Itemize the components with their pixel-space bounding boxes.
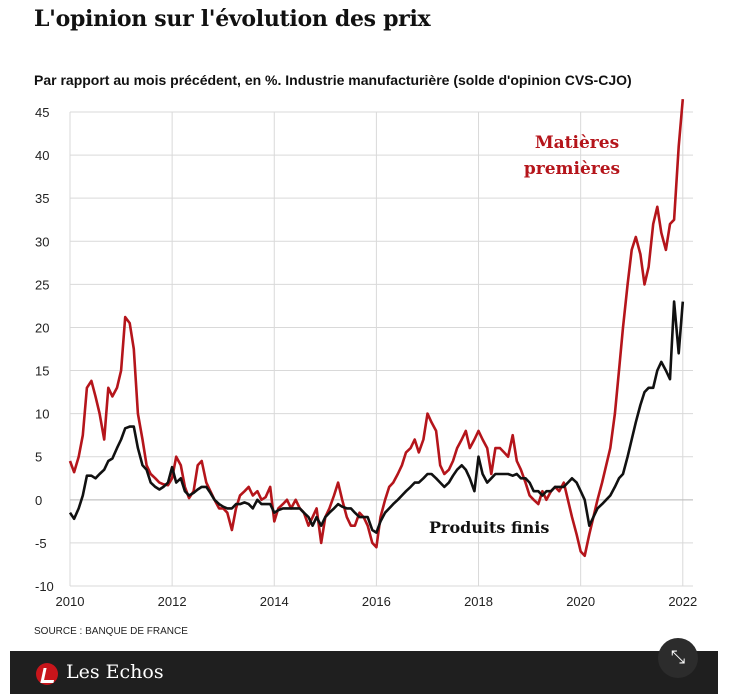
series-labels: Matières premières Produits finis xyxy=(429,133,620,537)
y-tick-label: 20 xyxy=(35,320,49,335)
y-tick-label: 15 xyxy=(35,364,49,379)
y-tick-label: 45 xyxy=(35,105,49,120)
y-tick-label: -10 xyxy=(35,579,54,594)
source-note: SOURCE : BANQUE DE FRANCE xyxy=(34,626,188,637)
x-tick-label: 2016 xyxy=(362,594,391,609)
page-title: L'opinion sur l'évolution des prix xyxy=(34,6,431,32)
series-line-produits-finis xyxy=(68,300,685,534)
x-tick-label: 2012 xyxy=(158,594,187,609)
y-tick-label: 10 xyxy=(35,407,49,422)
series-line-matieres-premieres xyxy=(68,98,685,558)
x-tick-label: 2022 xyxy=(668,594,697,609)
y-axis-ticks: 45 40 35 30 25 20 15 10 5 0 -5 -10 xyxy=(35,105,54,594)
footer-bar: Les Echos xyxy=(10,651,718,694)
x-tick-label: 2018 xyxy=(464,594,493,609)
x-tick-label: 2020 xyxy=(566,594,595,609)
x-tick-label: 2014 xyxy=(260,594,289,609)
y-tick-label: -5 xyxy=(35,536,47,551)
chart-subtitle: Par rapport au mois précédent, en %. Ind… xyxy=(34,72,632,88)
y-tick-label: 25 xyxy=(35,277,49,292)
expand-icon[interactable]: ⤡ xyxy=(658,638,698,678)
series-label-produits-finis: Produits finis xyxy=(429,518,549,537)
les-echos-logo-icon xyxy=(36,663,58,685)
y-tick-label: 35 xyxy=(35,191,49,206)
x-tick-label: 2010 xyxy=(56,594,85,609)
y-tick-label: 40 xyxy=(35,148,49,163)
x-axis-ticks: 2010 2012 2014 2016 2018 2020 2022 xyxy=(56,594,698,609)
series-label-premieres: premières xyxy=(524,159,620,179)
series-lines xyxy=(68,98,685,558)
y-tick-label: 5 xyxy=(35,450,42,465)
y-tick-label: 30 xyxy=(35,234,49,249)
brand-name: Les Echos xyxy=(66,661,164,683)
chart: 45 40 35 30 25 20 15 10 5 0 -5 -10 2010 2012 2014 2016… xyxy=(35,98,698,609)
series-label-matieres: Matières xyxy=(535,133,619,153)
y-tick-label: 0 xyxy=(35,493,42,508)
